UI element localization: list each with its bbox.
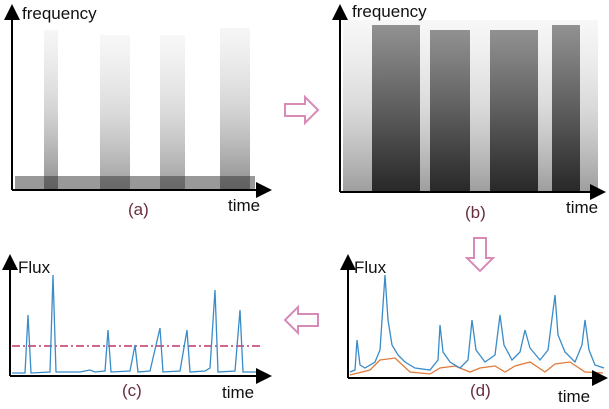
arrow [464, 237, 496, 273]
caption: (b) [465, 203, 486, 222]
y-label: Flux [354, 258, 387, 277]
caption: (d) [470, 381, 491, 400]
spectrogram-b [343, 20, 598, 192]
arrow [284, 94, 320, 126]
y-label: frequency [352, 2, 427, 21]
x-label: time [222, 383, 254, 402]
y-label: Flux [18, 258, 51, 277]
x-label: time [558, 387, 590, 406]
caption: (c) [122, 381, 142, 400]
arrow [283, 304, 319, 336]
y-label: frequency [22, 4, 97, 23]
spectrogram-a [15, 28, 255, 190]
x-label: time [228, 196, 260, 215]
x-label: time [566, 198, 598, 217]
flux-curve [349, 274, 605, 373]
flux-curve [12, 274, 262, 374]
caption: (a) [128, 200, 149, 219]
threshold-curve [349, 357, 604, 376]
